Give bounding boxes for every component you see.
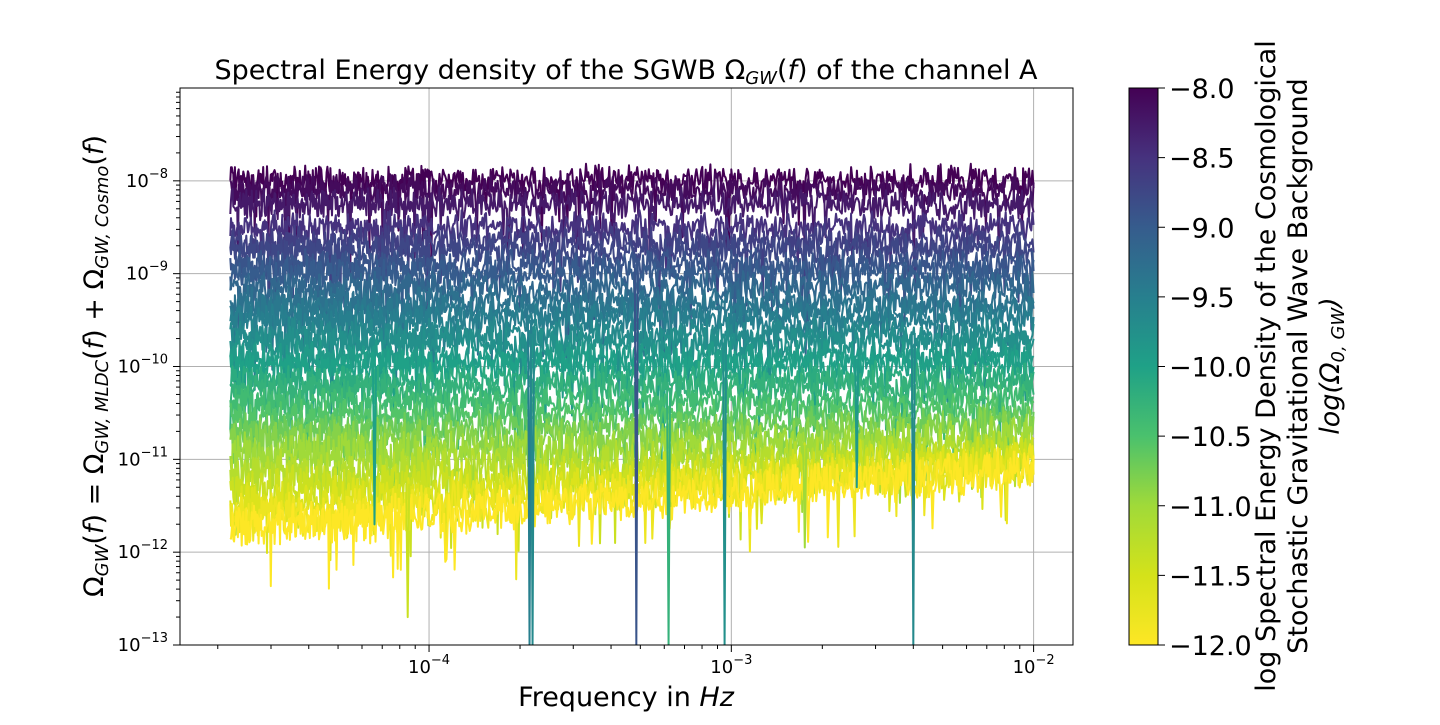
series-line [229, 382, 1034, 463]
chart-title: Spectral Energy density of the SGWB ΩGW(… [214, 55, 1038, 89]
x-tick-label: 10−4 [408, 653, 450, 678]
colorbar-tick-label: −8.5 [1169, 144, 1235, 175]
y-tick-label: 10−9 [126, 260, 168, 285]
series-line [229, 172, 1035, 260]
series-line [229, 346, 1035, 437]
colorbar-ticks: −8.0 −8.5 −9.0 −9.5 −10.0 −10.5 −11.0 −11.5 −12.… [1158, 74, 1252, 662]
series-dip [722, 342, 728, 645]
series-line [229, 209, 1035, 291]
y-tick-label: 10−12 [118, 538, 168, 563]
colorbar-tick-label: −12.0 [1169, 631, 1252, 662]
colorbar-label: log Spectral Energy Density of the Cosmo… [1251, 40, 1349, 691]
series-dip [854, 355, 860, 489]
series-dip [666, 387, 672, 645]
colorbar-label-line-2: Stochastic Gravitational Wave Background [1283, 78, 1314, 654]
series-dip [633, 264, 639, 645]
y-axis-label: ΩGW(f) = ΩGW, MLDC(f) + ΩGW, Cosmo(f) [79, 135, 113, 597]
series-line [229, 269, 1035, 360]
series-line [229, 402, 1035, 497]
colorbar [1128, 87, 1159, 646]
colorbar-tick-label: −10.0 [1169, 353, 1252, 384]
y-tick-label: 10−13 [118, 631, 168, 656]
axis-ticks: 10−4 10−3 10−2 10−13 10−12 10−11 10−10 10−9 10−8 [118, 91, 1055, 678]
colorbar-tick-label: −10.5 [1169, 422, 1252, 453]
x-tick-label: 10−3 [710, 653, 752, 678]
series-line [229, 186, 1035, 275]
series-dip [530, 333, 536, 645]
series-line [229, 324, 1035, 416]
series-dip [372, 365, 378, 526]
colorbar-tick-label: −11.5 [1169, 561, 1252, 592]
colorbar-label-line-1: log Spectral Energy Density of the Cosmo… [1251, 40, 1282, 691]
x-tick-label: 10−2 [1013, 653, 1055, 678]
data-series [229, 162, 1035, 645]
series-line [229, 446, 1035, 590]
colorbar-tick-label: −11.0 [1169, 492, 1252, 523]
y-tick-label: 10−10 [118, 353, 168, 378]
x-axis-label: Frequency in Hz [518, 682, 735, 713]
series-dip [910, 333, 916, 645]
series-line [229, 315, 1035, 397]
y-tick-label: 10−8 [126, 167, 168, 192]
colorbar-tick-label: −9.0 [1169, 213, 1235, 244]
colorbar-label-line-3: log(Ω0, GW) [1315, 297, 1349, 435]
series-dip [405, 483, 411, 619]
series-line [229, 369, 1035, 460]
y-tick-label: 10−11 [118, 445, 168, 470]
series-line [229, 255, 1035, 337]
colorbar-tick-label: −9.5 [1169, 283, 1235, 314]
series-dip [802, 445, 808, 549]
colorbar-tick-label: −8.0 [1169, 74, 1235, 105]
